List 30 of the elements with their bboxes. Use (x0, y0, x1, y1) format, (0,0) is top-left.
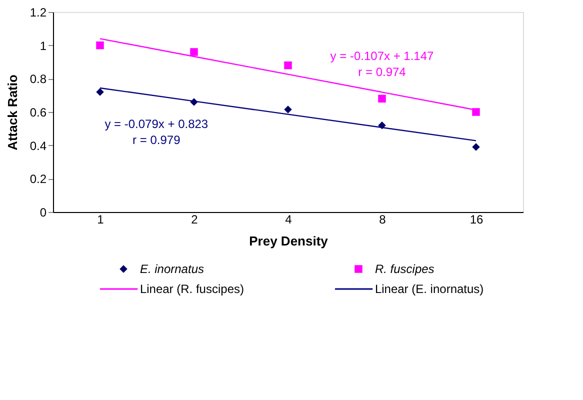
y-axis-title: Attack Ratio (4, 74, 20, 150)
y-tick-label: 1 (40, 38, 47, 53)
y-tick-label: 0.8 (30, 72, 47, 86)
legend-label: R. fuscipes (374, 262, 434, 276)
x-axis-title: Prey Density (249, 234, 329, 248)
point (472, 108, 480, 116)
y-tick-label: 0.6 (30, 106, 47, 120)
x-tick-label: 1 (97, 212, 104, 226)
point (190, 48, 198, 56)
x-tick-label: 4 (285, 212, 292, 226)
y-tick-label: 0.2 (30, 172, 47, 186)
annotation: y = -0.079x + 0.823 (104, 117, 208, 131)
x-tick-label: 8 (379, 212, 386, 226)
legend-label: Linear (R. fuscipes) (140, 282, 244, 296)
y-tick-label: 1.2 (30, 6, 47, 20)
annotation: y = -0.107x + 1.147 (330, 49, 434, 63)
annotation: r = 0.974 (358, 65, 406, 79)
point (96, 41, 104, 50)
point (472, 143, 480, 151)
point (284, 61, 292, 70)
legend-label: E. inornatus (140, 262, 204, 276)
x-tick-label: 16 (470, 212, 484, 226)
annotation: r = 0.979 (132, 133, 181, 147)
point (96, 88, 104, 96)
legend-label: Linear (E. inornatus) (374, 282, 484, 296)
y-tick-label: 0 (40, 206, 47, 220)
y-tick-label: 0.4 (30, 138, 47, 153)
point (378, 94, 386, 103)
x-tick-label: 2 (191, 212, 198, 226)
point (284, 106, 292, 114)
